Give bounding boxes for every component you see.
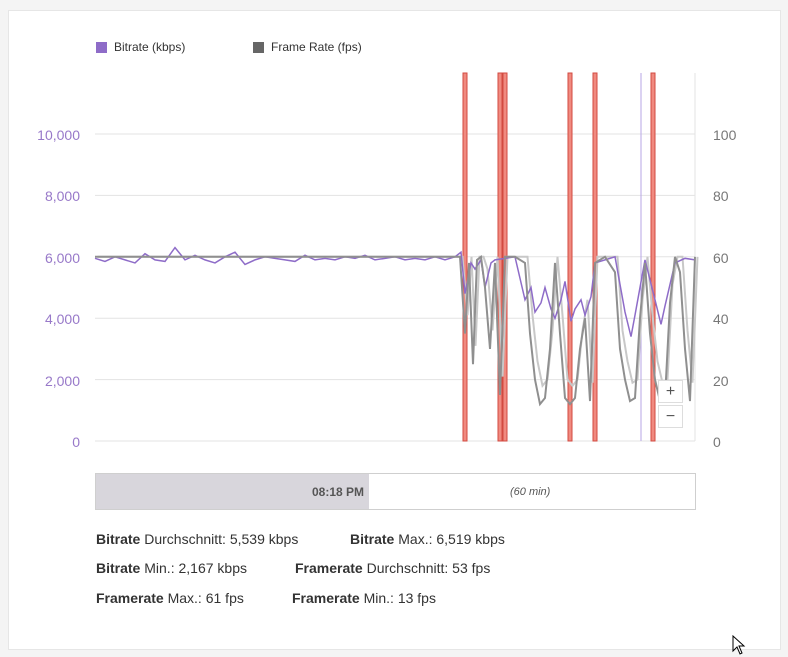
event-band-0[interactable] — [462, 72, 468, 442]
legend-swatch-bitrate — [96, 41, 107, 53]
stats-row-1: Bitrate Durchschnitt: 5,539 kbps — [96, 531, 298, 547]
y-right-tick-40: 40 — [713, 311, 729, 327]
legend-label-framerate: Frame Rate (fps) — [271, 40, 362, 54]
stat-key: Framerate — [96, 590, 164, 606]
stat-bitrate-max: Max.: 6,519 kbps — [398, 531, 505, 547]
y-right-tick-0: 0 — [713, 434, 721, 450]
stats-row-3: Framerate Max.: 61 fps — [96, 590, 244, 606]
legend-item-bitrate[interactable]: Bitrate (kbps) — [96, 40, 185, 54]
legend-item-framerate[interactable]: Frame Rate (fps) — [253, 40, 362, 54]
series-lines — [94, 246, 699, 407]
y-right-tick-100: 100 — [713, 127, 737, 143]
stat-bitrate-avg: Durchschnitt: 5,539 kbps — [144, 531, 299, 547]
event-band-3[interactable] — [567, 72, 573, 442]
navigator-range-label: (60 min) — [510, 486, 551, 498]
stats-row-2: Bitrate Min.: 2,167 kbps — [96, 560, 247, 576]
stat-bitrate-min: Min.: 2,167 kbps — [144, 560, 247, 576]
y-left-tick-6000: 6,000 — [45, 250, 80, 266]
stat-framerate-avg: Durchschnitt: 53 fps — [366, 560, 491, 576]
y-left-tick-4000: 4,000 — [45, 311, 80, 327]
y-right-tick-60: 60 — [713, 250, 729, 266]
stat-framerate-min: Min.: 13 fps — [363, 590, 436, 606]
series-line-framerate[interactable] — [95, 254, 696, 407]
stats-row-3b: Framerate Min.: 13 fps — [292, 590, 436, 606]
legend-label-bitrate: Bitrate (kbps) — [114, 40, 186, 54]
zoom-in-button[interactable]: + — [658, 380, 683, 403]
navigator-time-label: 08:18 PM — [312, 485, 365, 499]
series-line-bitrate[interactable] — [94, 246, 696, 337]
y-right-tick-80: 80 — [713, 188, 729, 204]
y-left-tick-0: 0 — [72, 434, 80, 450]
mouse-cursor-icon — [732, 635, 746, 655]
stat-key: Framerate — [292, 590, 360, 606]
series-framerate-shadow — [97, 255, 699, 389]
y-left-tick-2000: 2,000 — [45, 373, 80, 389]
stat-key: Framerate — [295, 560, 363, 576]
y-left-tick-10000: 10,000 — [37, 127, 80, 143]
stat-key: Bitrate — [96, 531, 141, 547]
event-band-4[interactable] — [592, 72, 598, 442]
event-band-5[interactable] — [650, 72, 656, 442]
stat-key: Bitrate — [350, 531, 395, 547]
stats-row-2b: Framerate Durchschnitt: 53 fps — [295, 560, 490, 576]
stat-key: Bitrate — [96, 560, 141, 576]
stats-row-1b: Bitrate Max.: 6,519 kbps — [350, 531, 505, 547]
time-navigator[interactable]: 08:18 PM (60 min) — [95, 473, 696, 510]
zoom-out-button[interactable]: − — [658, 405, 683, 428]
axis-ticks: 0 2,000 4,000 6,000 8,000 10,000 0 20 40… — [37, 127, 736, 450]
navigator-selected-range[interactable] — [96, 474, 369, 509]
legend-swatch-framerate — [253, 41, 264, 53]
stat-framerate-max: Max.: 61 fps — [167, 590, 244, 606]
y-right-tick-20: 20 — [713, 373, 729, 389]
y-left-tick-8000: 8,000 — [45, 188, 80, 204]
